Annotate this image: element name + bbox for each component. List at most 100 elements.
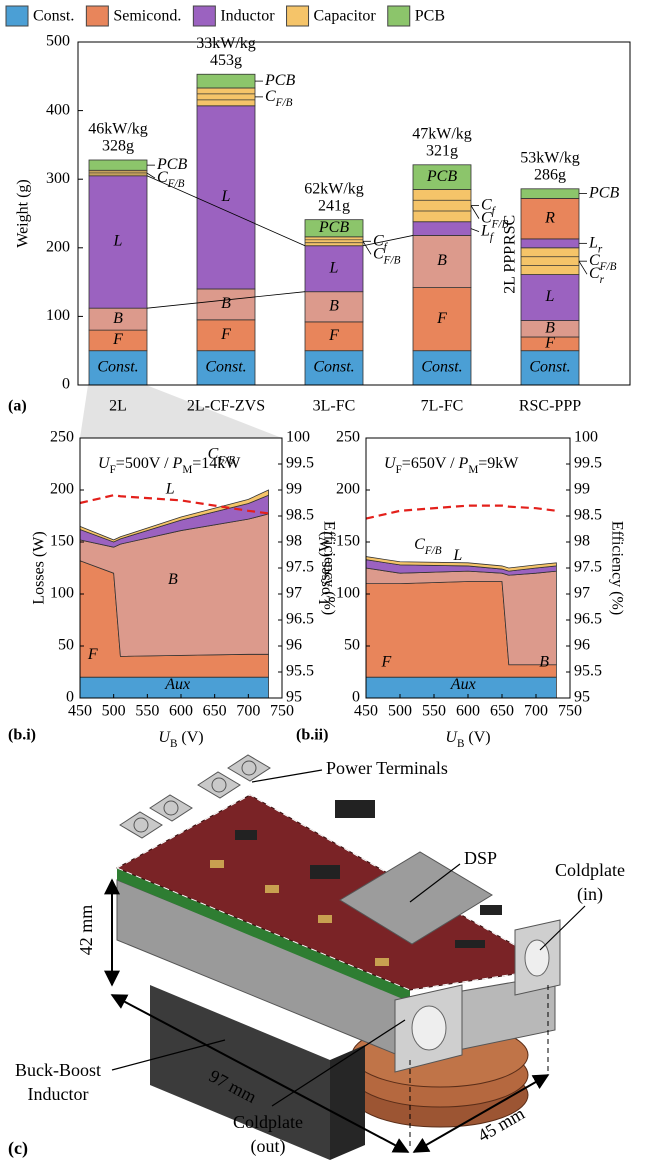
y-axis-label: Losses (W)	[317, 531, 334, 604]
y2-tick-label: 97	[286, 585, 302, 602]
y-tick-label: 250	[336, 429, 360, 446]
y-tick-label: 400	[46, 101, 70, 118]
bar-annotation: 453g	[210, 52, 242, 69]
legend-label: Const.	[33, 8, 74, 25]
y2-tick-label: 96	[286, 637, 302, 654]
bar-annotation: 53kW/kg	[520, 149, 580, 166]
legend-swatch	[193, 6, 215, 26]
bracket-label: RSC	[502, 215, 519, 245]
segment-label: Const.	[97, 359, 138, 376]
side-label: CF/B	[265, 88, 293, 109]
bar-segment	[197, 74, 255, 88]
y-tick-label: 100	[50, 585, 74, 602]
callout: (out)	[251, 1136, 286, 1157]
x-tick-label: 550	[135, 703, 159, 720]
area-label: L	[165, 481, 175, 498]
segment-label: F	[328, 327, 339, 344]
x-tick-label: 750	[270, 703, 294, 720]
legend-swatch	[287, 6, 309, 26]
dimension-label: 42 mm	[76, 905, 96, 956]
side-label: CF/B	[373, 245, 401, 266]
y-tick-label: 250	[50, 429, 74, 446]
bar-annotation: 241g	[318, 197, 350, 214]
callout: Inductor	[28, 1084, 89, 1104]
text-part: f	[492, 205, 497, 217]
x-axis-label: UB (V)	[158, 729, 203, 750]
bar-annotation: 33kW/kg	[196, 35, 256, 52]
callout: Buck-Boost	[15, 1060, 101, 1080]
x-tick-label: 550	[422, 703, 446, 720]
y2-tick-label: 95.5	[286, 663, 314, 680]
legend-swatch	[86, 6, 108, 26]
bar-segment	[521, 239, 579, 248]
y2-tick-label: 98.5	[574, 507, 602, 524]
text-part: B	[457, 738, 464, 750]
y-axis-label: Weight (g)	[15, 179, 32, 247]
y2-tick-label: 97.5	[574, 559, 602, 576]
text-part: P	[172, 455, 183, 472]
y2-tick-label: 99.5	[574, 455, 602, 472]
segment-label: B	[329, 297, 339, 314]
bar-segment	[89, 170, 147, 175]
y2-tick-label: 99	[286, 481, 302, 498]
x-tick-label: 7L-FC	[421, 398, 464, 415]
x-tick-label: 600	[456, 703, 480, 720]
x-tick-label: 2L	[109, 398, 127, 415]
side-label: PCB	[588, 184, 619, 201]
y2-tick-label: 96.5	[286, 611, 314, 628]
bar-segment	[521, 189, 579, 199]
panel-label: (a)	[8, 398, 27, 415]
text-part: L	[588, 234, 598, 251]
legend-label: Capacitor	[314, 8, 377, 25]
figure: Power Terminals DSP Coldplate (in) Buck-…	[0, 0, 662, 1165]
y-tick-label: 0	[62, 376, 70, 393]
bar-annotation: 286g	[534, 166, 566, 183]
bar-annotation: 46kW/kg	[88, 121, 148, 138]
y2-axis-label: Efficiency (%)	[608, 521, 625, 615]
segment-label: L	[221, 188, 231, 205]
y-tick-label: 200	[336, 481, 360, 498]
x-tick-label: 700	[236, 703, 260, 720]
leader	[471, 206, 479, 219]
panel-label: (b.ii)	[296, 727, 328, 744]
text-part: PCB	[264, 72, 295, 89]
text-part: C	[589, 265, 600, 282]
y2-tick-label: 99.5	[286, 455, 314, 472]
text-part: F/B	[275, 96, 293, 108]
segment-label: PCB	[318, 219, 349, 236]
text-part: C	[414, 536, 425, 553]
y2-tick-label: 98	[574, 533, 590, 550]
bar-annotation: 321g	[426, 142, 458, 159]
leader	[471, 229, 479, 232]
text-part: L	[480, 222, 490, 239]
bar-segment	[89, 160, 147, 170]
text-part: B	[170, 738, 177, 750]
segment-label: Const.	[421, 359, 462, 376]
x-tick-label: 650	[203, 703, 227, 720]
text-part: F/B	[424, 545, 442, 557]
x-tick-label: 500	[388, 703, 412, 720]
bracket-label: 2L PPP	[502, 246, 519, 294]
text-part: M	[468, 464, 478, 476]
callout: Coldplate	[555, 860, 625, 880]
bar-segment	[197, 88, 255, 106]
legend-swatch	[388, 6, 410, 26]
y2-tick-label: 99	[574, 481, 590, 498]
side-label: PCB	[264, 72, 295, 89]
segment-label: Const.	[529, 359, 570, 376]
segment-label: F	[220, 326, 231, 343]
area-label: Aux	[164, 676, 190, 693]
x-tick-label: 500	[102, 703, 126, 720]
area-label: L	[452, 547, 462, 564]
condition: UF=500V / PM=14kW	[98, 455, 241, 476]
text-part: (V)	[177, 729, 203, 746]
callout: DSP	[464, 848, 497, 868]
area-label: B	[168, 571, 178, 588]
text-part: PCB	[588, 184, 619, 201]
x-tick-label: 650	[490, 703, 514, 720]
text-part: r	[600, 274, 605, 286]
panel-label: (b.i)	[8, 727, 36, 744]
y-tick-label: 100	[336, 585, 360, 602]
x-tick-label: 3L-FC	[313, 398, 356, 415]
x-tick-label: 2L-CF-ZVS	[187, 398, 265, 415]
